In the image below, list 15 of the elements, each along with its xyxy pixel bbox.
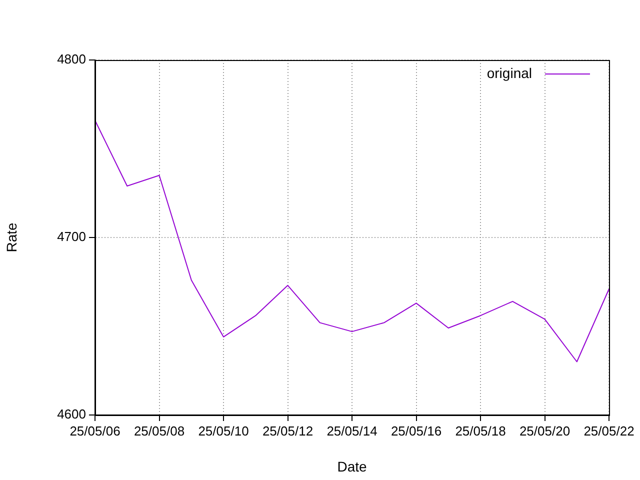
x-tick-label: 25/05/16 (390, 423, 442, 438)
x-tick-label: 25/05/18 (455, 423, 506, 438)
y-tick-label: 4600 (57, 406, 86, 422)
y-axis-title: Rate (3, 222, 20, 252)
legend-label: original (486, 64, 532, 81)
x-tick-label: 25/05/06 (70, 423, 120, 438)
x-axis-title: Date (337, 458, 367, 474)
x-tick-label: 25/05/22 (584, 423, 634, 438)
x-tick-label: 25/05/08 (134, 423, 185, 438)
x-tick-label: 25/05/20 (519, 423, 570, 438)
x-tick-label: 25/05/12 (262, 423, 314, 438)
x-tick-label: 25/05/14 (326, 423, 378, 438)
y-tick-label: 4800 (57, 52, 86, 67)
y-tick-label: 4700 (57, 229, 86, 244)
x-tick-label: 25/05/10 (198, 423, 249, 438)
